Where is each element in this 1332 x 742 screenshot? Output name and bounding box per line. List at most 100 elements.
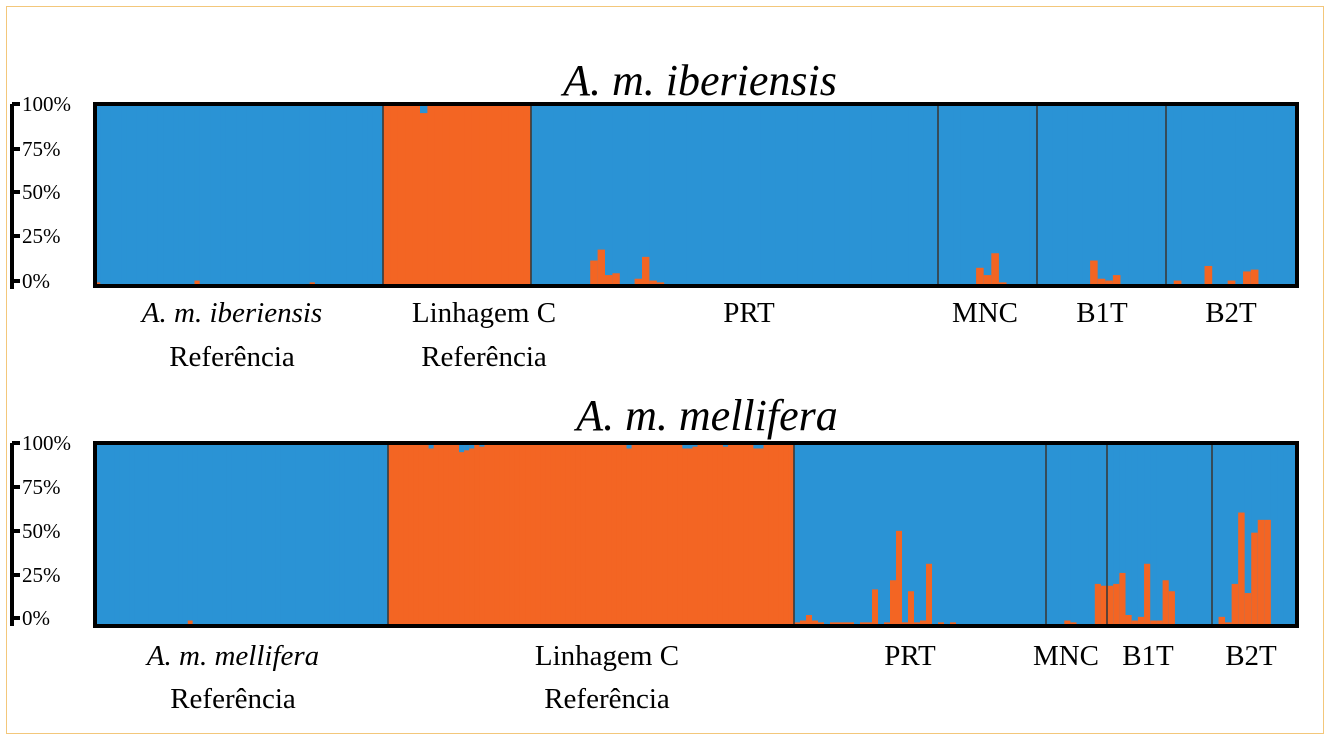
bar-individual (733, 443, 739, 626)
bar-individual (100, 104, 107, 286)
bar-individual (126, 104, 133, 286)
bar-individual (1088, 443, 1096, 626)
bar-individual (804, 104, 813, 286)
bar-individual (672, 443, 678, 626)
bar-individual (778, 443, 785, 626)
bar-individual (459, 443, 465, 626)
bar-individual (348, 443, 355, 626)
bar-individual (1277, 443, 1285, 626)
bar-admixture (605, 275, 613, 286)
bar-individual (207, 443, 213, 626)
bar-individual (585, 443, 592, 626)
bar-individual (553, 104, 562, 286)
bar-individual (1227, 104, 1236, 286)
bar-admixture (1105, 280, 1114, 286)
bar-individual (1212, 443, 1220, 626)
y-tick-label: 50% (22, 519, 61, 543)
bar-individual (893, 104, 902, 286)
bar-individual (1090, 104, 1099, 286)
bar-individual (367, 104, 374, 286)
bar-individual (998, 443, 1005, 626)
bar-individual (412, 104, 421, 286)
bar-individual (220, 104, 227, 286)
group-label: A. m. mellifera (145, 640, 319, 672)
bar-individual (236, 443, 243, 626)
bar-individual (692, 443, 699, 626)
bar-individual (413, 443, 420, 626)
bar-individual (693, 104, 702, 286)
chart-title: A. m. mellifera (573, 391, 838, 440)
bar-admixture (1064, 620, 1071, 626)
bar-individual (388, 443, 394, 626)
bar-admixture (469, 443, 475, 449)
bar-individual (1016, 443, 1023, 626)
bar-individual (662, 443, 668, 626)
group-label: B2T (1205, 297, 1257, 329)
bar-individual (368, 443, 374, 626)
bar-individual (1244, 443, 1252, 626)
plot-frame (93, 441, 1299, 628)
bar-individual (1166, 104, 1175, 286)
bar-individual (231, 104, 237, 286)
bar-admixture (597, 249, 606, 286)
bar-individual (187, 443, 194, 626)
bar-individual (330, 104, 337, 286)
bar-individual (991, 104, 1000, 286)
bar-admixture (1257, 519, 1265, 626)
bar-admixture (687, 443, 693, 449)
bar-admixture (1097, 278, 1106, 286)
bar-individual (304, 443, 311, 626)
bar-admixture (464, 443, 470, 451)
bar-individual (848, 443, 855, 626)
bar-individual (516, 104, 525, 286)
bar-individual (728, 443, 734, 626)
bar-individual (976, 104, 985, 286)
bar-individual (378, 443, 384, 626)
bar-individual (886, 104, 895, 286)
bar-individual (834, 104, 843, 286)
bar-individual (252, 104, 258, 286)
bar-individual (716, 104, 724, 286)
group-label: PRT (884, 640, 936, 672)
group-sublabel: Referência (170, 683, 296, 715)
bar-individual (173, 104, 180, 286)
bar-individual (1022, 443, 1029, 626)
bar-individual (523, 104, 532, 286)
bar-individual (397, 104, 406, 286)
bar-individual (545, 443, 551, 626)
bar-individual (1100, 443, 1108, 626)
bar-admixture (1204, 265, 1213, 286)
bar-admixture (926, 563, 933, 626)
bar-individual (143, 443, 150, 626)
bar-individual (930, 104, 939, 286)
bar-individual (314, 104, 321, 286)
bar-individual (373, 443, 379, 626)
bar-individual (246, 104, 253, 286)
bar-individual (667, 443, 673, 626)
bar-admixture (806, 615, 813, 626)
bar-individual (998, 104, 1008, 286)
y-tick-label: 100% (22, 431, 71, 455)
bar-individual (99, 443, 106, 626)
bar-individual (215, 104, 222, 286)
bar-admixture (1264, 519, 1272, 626)
bar-individual (540, 443, 546, 626)
bar-individual (1137, 443, 1145, 626)
bar-admixture (753, 443, 759, 449)
bar-individual (124, 443, 130, 626)
bar-individual (147, 104, 154, 286)
bar-admixture (800, 620, 807, 626)
bar-admixture (1094, 583, 1102, 626)
bar-individual (597, 104, 606, 286)
bar-individual (1258, 104, 1267, 286)
bar-individual (484, 443, 491, 626)
bar-individual (1058, 443, 1065, 626)
bar-individual (519, 443, 526, 626)
bar-individual (246, 443, 252, 626)
bar-individual (319, 443, 326, 626)
bar-admixture (1168, 591, 1176, 626)
bar-individual (443, 443, 450, 626)
bars (95, 104, 1298, 286)
bar-individual (469, 443, 475, 626)
bar-admixture (626, 443, 632, 449)
